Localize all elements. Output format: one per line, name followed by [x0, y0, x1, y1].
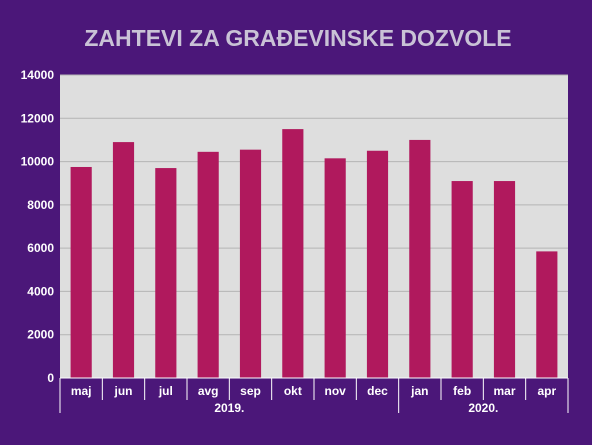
bar-jun [112, 142, 135, 378]
bar-apr [536, 251, 558, 378]
bars [70, 129, 558, 378]
y-tick-label: 2000 [27, 328, 54, 342]
plot-area [60, 75, 568, 378]
x-tick-label: jun [114, 384, 133, 398]
bar-jul [155, 168, 177, 378]
y-tick-label: 0 [47, 371, 54, 385]
x-tick-label: apr [537, 384, 556, 398]
x-tick-label: nov [324, 384, 346, 398]
x-tick-label: jul [158, 384, 173, 398]
x-tick-label: maj [71, 384, 92, 398]
bar-nov [324, 158, 346, 378]
x-group-label: 2019. [214, 401, 244, 415]
chart-title: ZAHTEVI ZA GRAĐEVINSKE DOZVOLE [84, 25, 511, 51]
x-tick-label: feb [453, 384, 471, 398]
bar-jan [409, 139, 431, 378]
bar-feb [451, 181, 473, 378]
x-tick-label: dec [367, 384, 388, 398]
axes [59, 377, 569, 400]
bar-sep [239, 149, 262, 378]
x-axis-ticks: maj jun jul avg sep okt nov dec jan feb mar apr [71, 384, 557, 398]
x-axis-groups: 2019. 2020. [59, 400, 569, 415]
bar-maj [70, 166, 92, 378]
bar-avg [197, 151, 219, 378]
y-tick-label: 10000 [21, 155, 55, 169]
y-tick-label: 14000 [21, 68, 55, 82]
x-group-label: 2020. [468, 401, 498, 415]
y-tick-label: 4000 [27, 284, 54, 298]
x-tick-label: mar [493, 384, 515, 398]
bar-okt [282, 129, 304, 378]
y-tick-label: 12000 [21, 111, 55, 125]
bar-mar [493, 181, 516, 378]
bar-dec [366, 150, 389, 378]
x-tick-label: avg [198, 384, 219, 398]
x-tick-label: jan [410, 384, 428, 398]
y-tick-label: 6000 [27, 241, 54, 255]
x-tick-label: okt [284, 384, 302, 398]
y-tick-label: 8000 [27, 198, 54, 212]
y-axis-ticks: 0 2000 4000 6000 8000 10000 12000 14000 [21, 68, 55, 385]
x-tick-label: sep [240, 384, 261, 398]
